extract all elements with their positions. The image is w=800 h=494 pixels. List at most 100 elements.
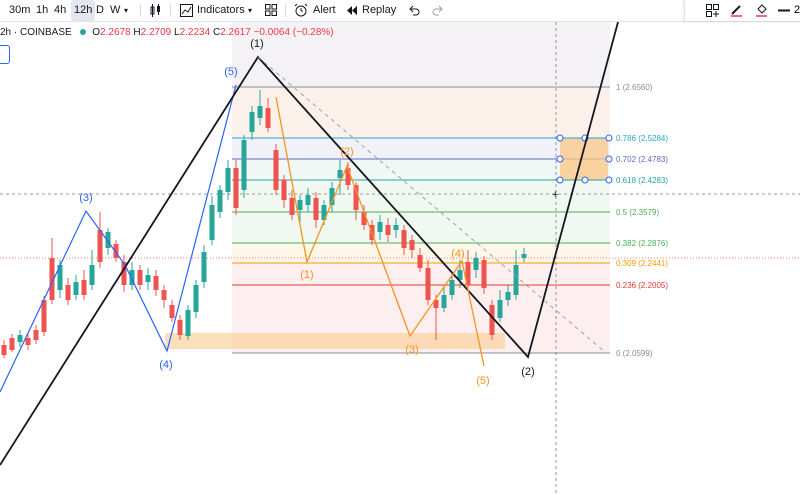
candle-body <box>449 280 455 295</box>
candle-body <box>217 190 223 212</box>
line-style-icon[interactable] <box>778 9 790 12</box>
candle-body <box>345 168 351 185</box>
chevron-down-icon[interactable]: ▾ <box>248 6 253 15</box>
candle-body <box>145 275 151 282</box>
wave-label: (5) <box>224 66 237 78</box>
wave-label: (2) <box>340 146 353 158</box>
candle-body <box>505 292 511 300</box>
line-width-value[interactable]: 2 <box>794 4 800 16</box>
target-zone-box <box>560 138 608 180</box>
indicators-button[interactable]: Indicators <box>197 4 245 16</box>
candle-body <box>385 225 391 235</box>
interval-4h[interactable]: 4h <box>54 4 67 16</box>
candle-body <box>137 270 143 285</box>
support-zone-box <box>165 333 505 349</box>
candle-body <box>281 180 287 200</box>
candle-body <box>17 335 23 342</box>
candle-body <box>201 252 207 282</box>
open-value: 2.2678 <box>100 27 131 38</box>
handle-point <box>556 155 564 163</box>
candle-body <box>81 280 87 295</box>
candle-body <box>489 305 495 335</box>
candle-body <box>273 150 279 190</box>
candle-body <box>457 270 463 280</box>
replay-button[interactable]: Replay <box>362 4 397 16</box>
candle-body <box>161 290 167 300</box>
fib-level-label: 0.236 (2.2005) <box>616 281 668 290</box>
fib-level-label: 0.5 (2.3579) <box>616 208 659 217</box>
collapse-legend-button[interactable] <box>0 45 10 64</box>
fib-level-label: 0.382 (2.2876) <box>616 239 668 248</box>
layout-grid-icon[interactable] <box>265 4 277 17</box>
wave-label: (4) <box>451 248 464 260</box>
fib-zone <box>232 87 610 138</box>
interval-w[interactable]: W <box>110 4 121 16</box>
alert-button[interactable]: Alert <box>313 4 336 16</box>
candle-body <box>209 205 215 240</box>
candle-body <box>33 330 39 340</box>
pencil-icon[interactable] <box>730 3 743 17</box>
candle-body <box>393 225 399 230</box>
candle-body <box>313 198 319 220</box>
candle-body <box>25 338 31 345</box>
low-value: 2.2234 <box>179 27 211 38</box>
interval-12h[interactable]: 12h <box>71 0 96 21</box>
candle-body <box>473 258 479 270</box>
candle-body <box>129 270 135 285</box>
candle-body <box>169 305 175 318</box>
candles-icon[interactable] <box>150 4 162 17</box>
market-status-icon <box>80 29 87 35</box>
wave-label: (2) <box>521 366 534 378</box>
interval-1h[interactable]: 1h <box>36 4 49 16</box>
candle-body <box>185 310 191 336</box>
handle-point <box>556 134 564 142</box>
crosshair-cursor: + <box>552 189 558 201</box>
wave-label: (4) <box>159 359 172 371</box>
redo-icon[interactable] <box>432 5 444 16</box>
candle-body <box>233 168 239 208</box>
candle-body <box>417 255 423 268</box>
candle-body <box>9 338 15 350</box>
candle-body <box>297 200 303 210</box>
fib-level-label: 0.618 (2.4283) <box>616 176 668 185</box>
fill-bucket-icon[interactable] <box>755 3 768 17</box>
undo-icon[interactable] <box>408 5 420 16</box>
candle-body <box>401 230 407 248</box>
candle-body <box>481 260 487 288</box>
candle-body <box>241 140 247 190</box>
wave-label: (5) <box>476 375 489 387</box>
candle-body <box>521 254 527 258</box>
fib-level-label: 0 (2.0599) <box>616 349 653 358</box>
interval-dropdown-icon[interactable]: ▾ <box>124 6 129 15</box>
candle-body <box>1 345 7 355</box>
wave-label: (1) <box>300 269 313 281</box>
fib-level-label: 0.309 (2.2441) <box>616 259 668 268</box>
candle-body <box>225 168 231 192</box>
fib-zone <box>232 138 610 159</box>
interval-30m[interactable]: 30m <box>9 4 31 16</box>
trend-zigzag-line <box>0 22 619 466</box>
close-value: 2.2617 <box>220 27 251 38</box>
replay-icon[interactable] <box>346 5 358 16</box>
candle-body <box>193 285 199 312</box>
wave-label: (3) <box>79 192 92 204</box>
candle-body <box>289 198 295 215</box>
fib-level-label: 1 (2.6560) <box>616 83 653 92</box>
indicators-icon[interactable] <box>180 4 193 17</box>
candle-body <box>441 295 447 308</box>
candle-body <box>41 300 47 332</box>
price-chart[interactable]: 1 (2.6560) 0.786 (2.5284) 0.702 (2.4783) 0.… <box>0 22 800 494</box>
candle-body <box>377 222 383 232</box>
candle-body <box>177 320 183 335</box>
candle-body <box>513 265 519 295</box>
high-value: 2.2709 <box>140 27 172 38</box>
symbol-legend: 2h · COINBASE O2.2678 H2.2709 L2.2234 C2… <box>0 27 334 38</box>
wave-label: (1) <box>250 38 263 50</box>
candle-body <box>121 262 127 285</box>
candle-body <box>65 285 71 300</box>
alarm-clock-icon[interactable] <box>294 3 308 17</box>
interval-d[interactable]: D <box>96 4 104 16</box>
candle-body <box>265 108 271 128</box>
correction-wave-line <box>275 96 485 367</box>
object-tree-icon[interactable] <box>706 4 719 17</box>
